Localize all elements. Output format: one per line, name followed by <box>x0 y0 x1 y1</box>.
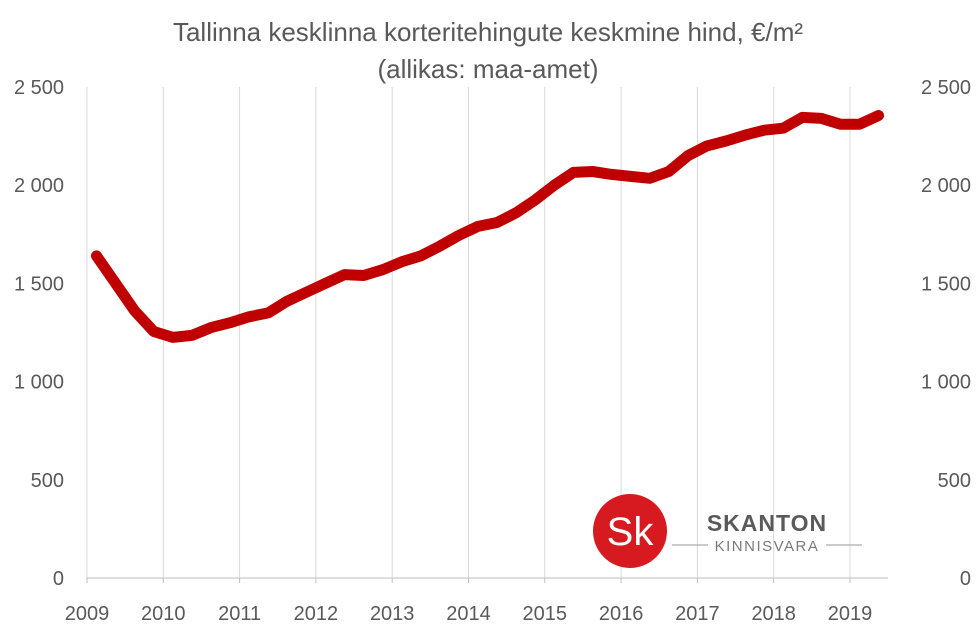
y-tick-label-left: 500 <box>31 470 64 492</box>
x-tick-label: 2015 <box>523 603 568 625</box>
y-axis-right: 0 500 1 000 1 500 2 000 2 500 <box>921 77 971 590</box>
logo-name: SKANTON <box>707 510 827 536</box>
x-tick-label: 2017 <box>675 603 720 625</box>
x-tick-label: 2016 <box>599 603 644 625</box>
series-line <box>91 110 885 343</box>
gridlines <box>86 87 851 578</box>
y-tick-label-right: 1 500 <box>921 273 971 295</box>
y-tick-label-right: 2 500 <box>921 77 971 99</box>
y-axis-left: 0 500 1 000 1 500 2 000 2 500 <box>14 77 64 590</box>
x-tick-label: 2014 <box>446 603 491 625</box>
skanton-logo: Sk SKANTON KINNISVARA <box>593 494 862 568</box>
y-tick-label-left: 0 <box>53 568 64 590</box>
logo-monogram: Sk <box>607 510 655 554</box>
x-tick-label: 2009 <box>65 603 110 625</box>
y-tick-label-right: 2 000 <box>921 175 971 197</box>
logo-circle <box>593 494 667 568</box>
y-tick-label-left: 1 000 <box>14 372 64 394</box>
x-tick-label: 2018 <box>751 603 796 625</box>
x-tick-label: 2012 <box>294 603 339 625</box>
x-axis: 2009 2010 2011 2012 2013 2014 2015 2016 2017 2018… <box>65 577 888 625</box>
series-layer <box>91 110 885 343</box>
y-tick-label-right: 1 000 <box>921 372 971 394</box>
chart-subtitle: (allikas: maa-amet) <box>377 54 598 84</box>
y-tick-label-left: 2 500 <box>14 77 64 99</box>
chart-title: Tallinna kesklinna korteritehingute kesk… <box>173 17 803 47</box>
y-tick-label-left: 2 000 <box>14 175 64 197</box>
x-tick-label: 2011 <box>218 603 261 625</box>
x-tick-label: 2010 <box>141 603 186 625</box>
x-tick-label: 2013 <box>370 603 415 625</box>
y-tick-label-left: 1 500 <box>14 273 64 295</box>
y-tick-label-right: 500 <box>938 470 971 492</box>
y-tick-label-right: 0 <box>960 568 971 590</box>
x-tick-label: 2019 <box>828 603 873 625</box>
logo-tagline: KINNISVARA <box>715 538 820 555</box>
